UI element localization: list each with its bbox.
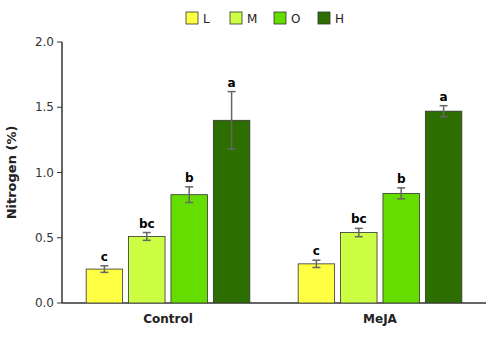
bar [383,193,419,303]
error-bar [355,228,363,236]
bar [425,111,461,303]
y-axis-line [61,42,63,303]
error-bar [100,266,108,273]
plot-area [86,92,462,303]
legend-swatch [318,12,330,24]
bar [341,233,377,303]
error-bar [228,92,236,149]
y-tick-label: 1.5 [35,100,54,114]
legend-swatch [274,12,286,24]
bar [129,236,165,303]
legend-label: O [291,12,300,26]
chart: 0.00.51.01.52.0Nitrogen (%)ControlMeJAcc… [0,0,500,337]
significance-label: a [440,90,448,104]
significance-label: b [185,171,194,185]
y-tick-label: 0.0 [35,296,54,310]
annotations: c c bc bc b b a a [101,76,448,264]
significance-label: c [313,244,320,258]
error-bar [312,260,320,267]
legend: LMOH [186,12,344,26]
x-tick-label: MeJA [363,312,398,326]
error-bar [185,187,193,203]
error-bar [397,188,405,199]
legend-label: L [203,12,210,26]
significance-label: a [228,76,236,90]
error-bar [440,106,448,117]
legend-swatch [186,12,198,24]
y-tick-label: 2.0 [35,35,54,49]
significance-label: bc [139,217,155,231]
y-axis-label: Nitrogen (%) [4,126,19,220]
significance-label: b [397,172,406,186]
legend-label: H [335,12,344,26]
legend-label: M [247,12,257,26]
y-tick-label: 0.5 [35,231,54,245]
significance-label: c [101,250,108,264]
bar [298,264,334,303]
x-tick-label: Control [143,312,193,326]
significance-label: bc [351,212,367,226]
error-bar [143,233,151,241]
x-axis-line [62,302,486,304]
y-tick-label: 1.0 [35,166,54,180]
legend-swatch [230,12,242,24]
bar [171,195,207,303]
y-axis: 0.0 0.5 1.0 1.5 2.0 [35,35,486,310]
bar [86,269,122,303]
